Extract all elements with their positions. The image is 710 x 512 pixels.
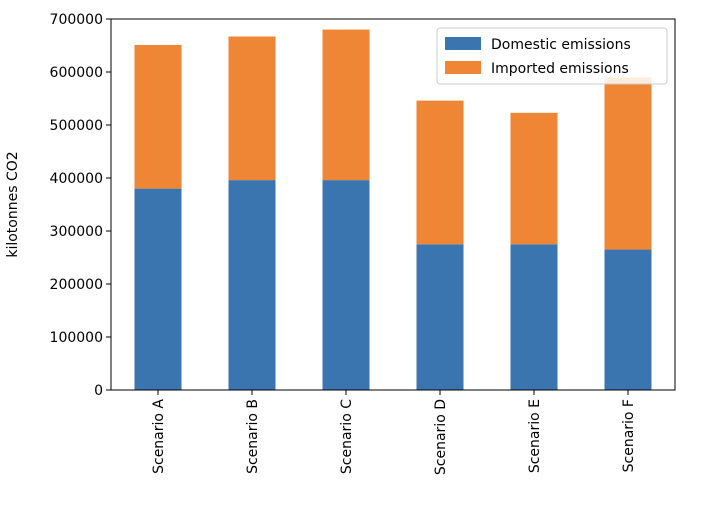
bar-imported-scenario-b — [228, 36, 276, 181]
bar-domestic-scenario-e — [510, 244, 558, 390]
y-tick-label: 300000 — [50, 224, 103, 240]
bar-domestic-scenario-c — [322, 180, 370, 390]
bar-domestic-scenario-d — [416, 244, 464, 390]
legend-label-imported: Imported emissions — [491, 61, 629, 77]
bar-domestic-scenario-a — [134, 188, 182, 390]
legend: Domestic emissions Imported emissions — [436, 27, 668, 85]
x-tick-label: Scenario D — [433, 399, 449, 475]
legend-label-domestic: Domestic emissions — [491, 37, 631, 53]
legend-swatch-imported — [445, 61, 481, 74]
bar-imported-scenario-c — [322, 29, 370, 181]
x-tick-label: Scenario A — [151, 399, 167, 474]
bar-imported-scenario-a — [134, 44, 182, 189]
bar-imported-scenario-f — [604, 77, 652, 250]
y-tick-label: 0 — [94, 383, 103, 399]
legend-box — [436, 27, 668, 85]
bar-domestic-scenario-b — [228, 180, 276, 390]
x-tick-label: Scenario C — [339, 399, 355, 474]
y-axis-label: kilotonnes CO2 — [5, 151, 21, 257]
y-tick-label: 100000 — [50, 330, 103, 346]
y-tick-label: 700000 — [50, 12, 103, 28]
ticks-layer: Scenario A Scenario B Scenario C Scenario D… — [50, 12, 637, 475]
bar-imported-scenario-d — [416, 100, 464, 245]
x-tick-label: Scenario B — [245, 399, 261, 474]
x-tick-label: Scenario F — [621, 399, 637, 472]
bars-layer — [134, 29, 652, 390]
plot-frame — [110, 18, 676, 391]
axes-layer — [110, 18, 676, 391]
y-tick-label: 500000 — [50, 118, 103, 134]
legend-swatch-domestic — [445, 37, 481, 50]
y-tick-label: 200000 — [50, 277, 103, 293]
bar-domestic-scenario-f — [604, 249, 652, 390]
x-tick-label: Scenario E — [527, 399, 543, 473]
y-tick-label: 400000 — [50, 171, 103, 187]
y-tick-label: 600000 — [50, 65, 103, 81]
bar-imported-scenario-e — [510, 112, 558, 245]
